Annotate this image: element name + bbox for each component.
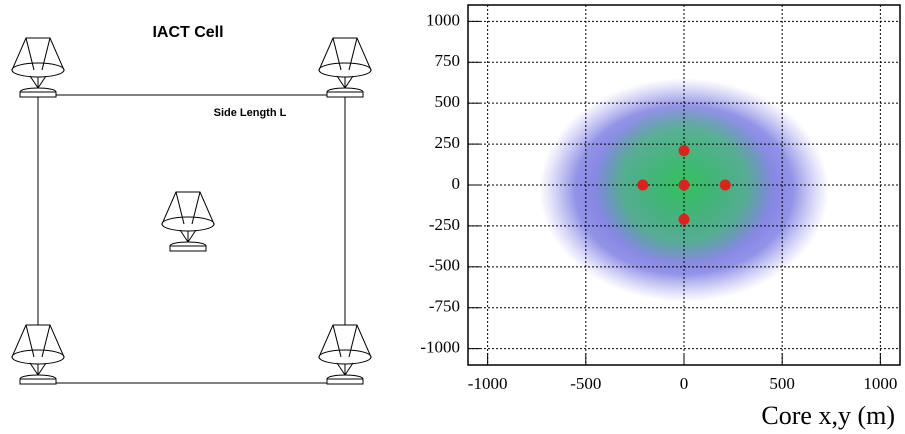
telescope-position <box>719 179 731 191</box>
x-tick-label: 0 <box>680 374 689 393</box>
y-tick-label: 250 <box>435 133 461 152</box>
y-tick-label: -1000 <box>420 338 460 357</box>
y-tick-label: -750 <box>429 297 460 316</box>
y-tick-label: 1000 <box>426 10 460 29</box>
telescope <box>11 324 65 385</box>
telescope-position <box>678 145 690 157</box>
side-label: Side Length L <box>214 107 287 119</box>
telescope <box>11 37 65 98</box>
iact-cell-diagram: IACT Cell Side Length L <box>11 24 372 385</box>
y-tick-label: 500 <box>435 92 461 111</box>
x-axis-label: Core x,y (m) <box>761 401 895 430</box>
x-tick-label: -1000 <box>468 374 508 393</box>
telescope-position <box>637 179 649 191</box>
telescope <box>161 191 215 252</box>
diagram-title: IACT Cell <box>152 24 223 41</box>
x-tick-label: -500 <box>570 374 601 393</box>
telescope <box>318 37 372 98</box>
telescope <box>318 324 372 385</box>
telescope-position <box>678 179 690 191</box>
y-tick-label: -250 <box>429 215 460 234</box>
cell-square <box>37 94 346 384</box>
y-tick-label: 0 <box>452 174 461 193</box>
x-tick-label: 500 <box>769 374 795 393</box>
telescope-position <box>678 213 690 225</box>
y-tick-label: -500 <box>429 256 460 275</box>
y-tick-label: 750 <box>435 51 461 70</box>
x-tick-label: 1000 <box>863 374 897 393</box>
